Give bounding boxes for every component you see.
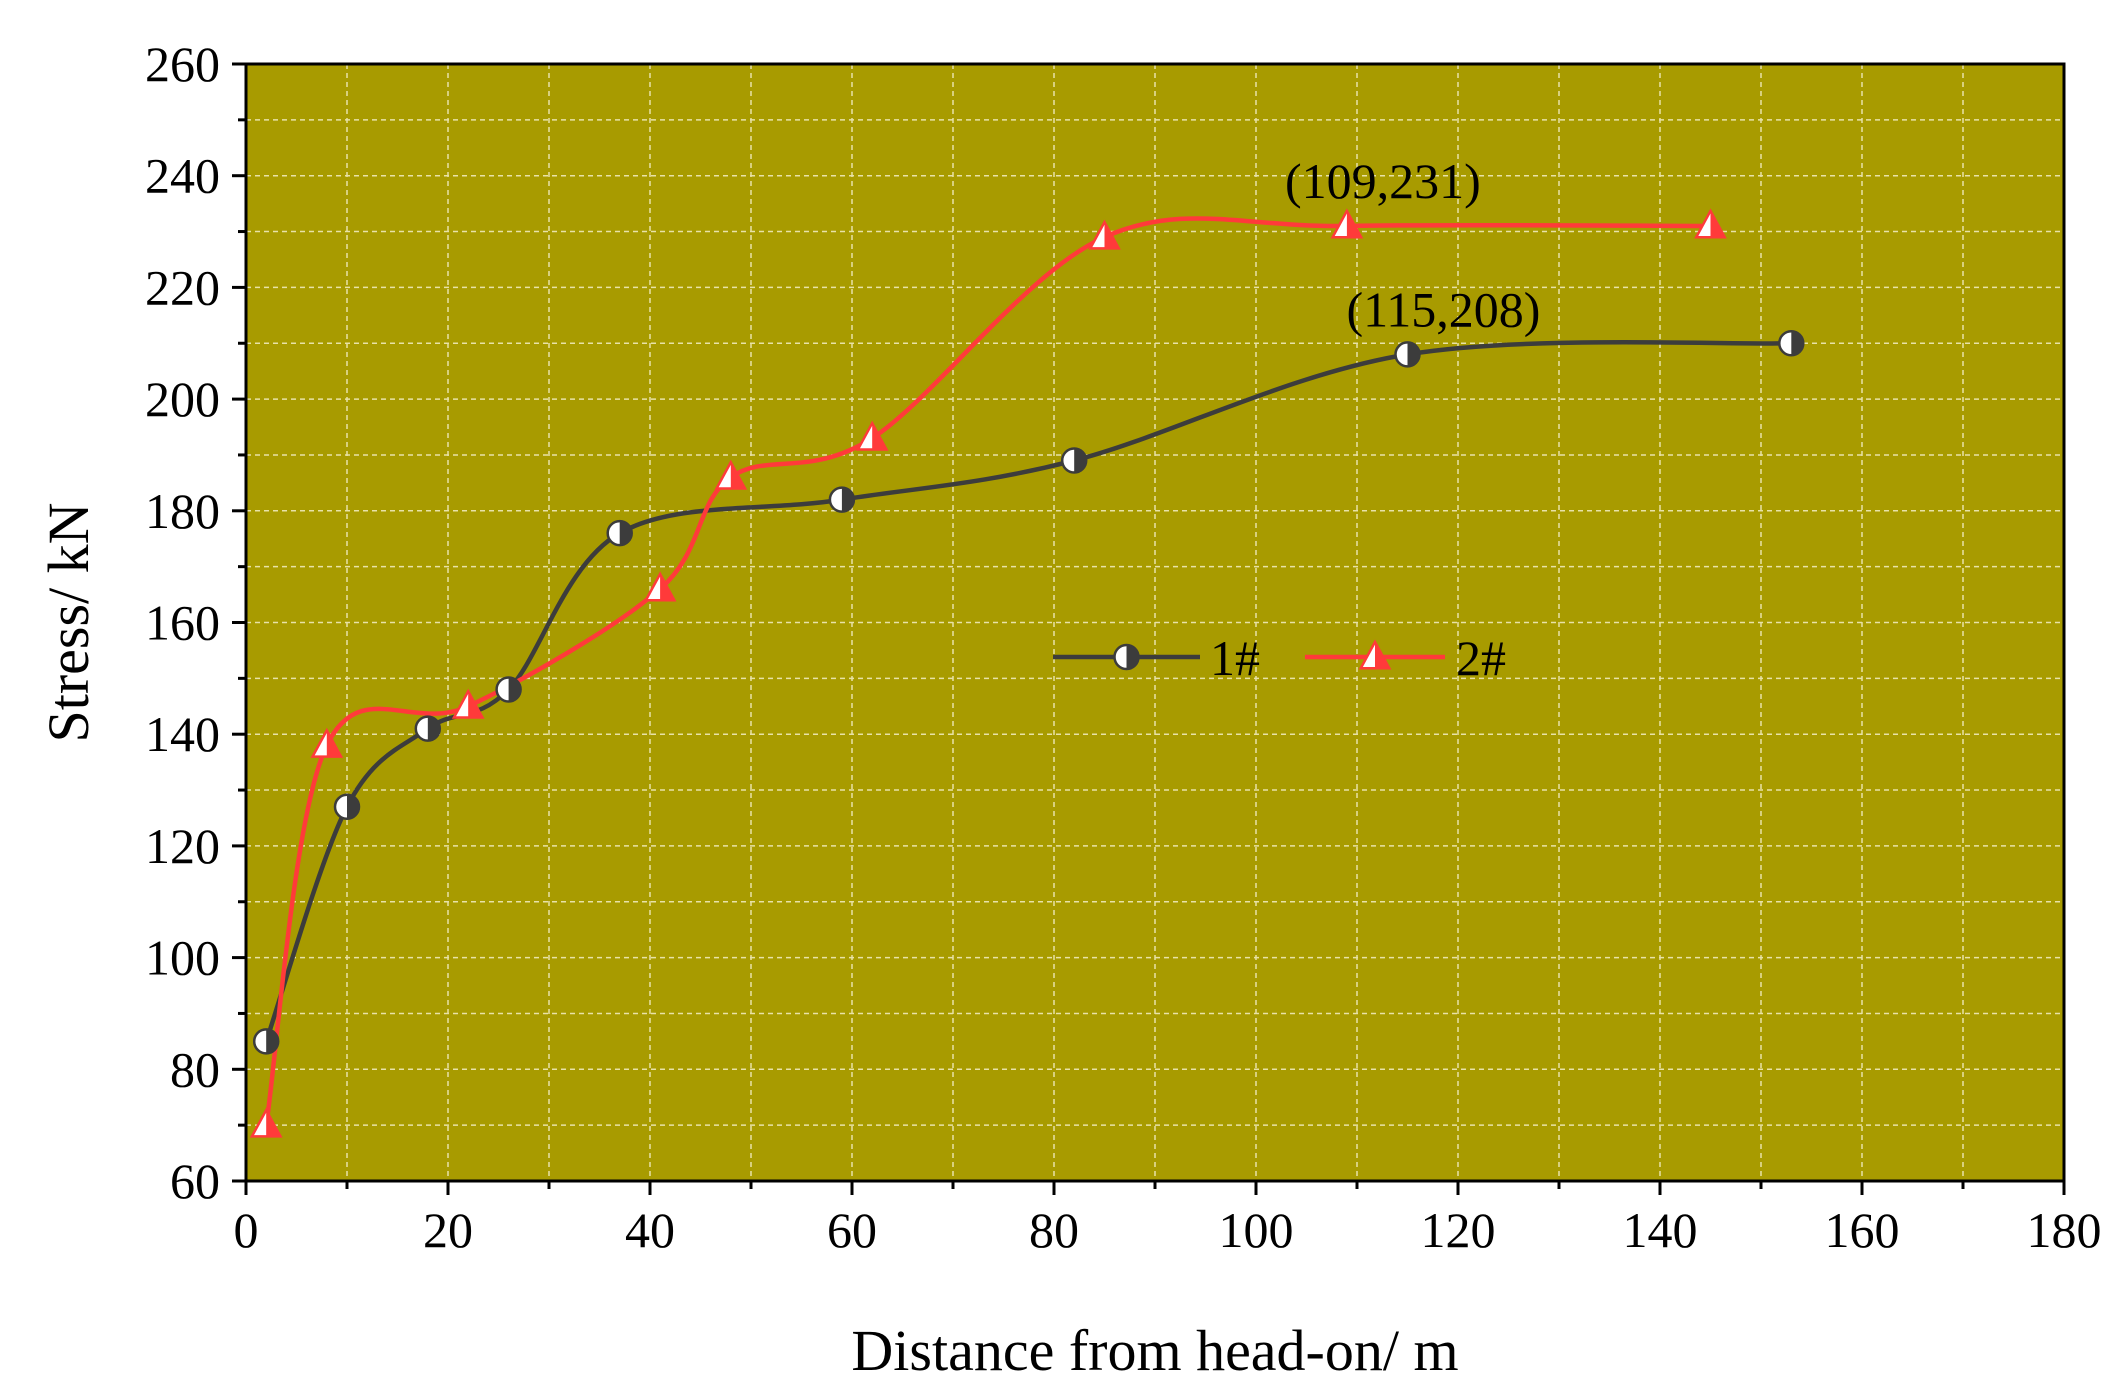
marker-fill bbox=[1346, 210, 1362, 238]
marker-fill bbox=[730, 462, 746, 489]
marker-fill bbox=[468, 691, 483, 718]
x-tick-label: 100 bbox=[1219, 1202, 1294, 1258]
data-point-series-2 bbox=[714, 459, 748, 490]
x-tick-label: 140 bbox=[1623, 1202, 1698, 1258]
data-point-series-1 bbox=[1778, 330, 1805, 357]
legend-marker-1 bbox=[1113, 643, 1140, 671]
x-axis-title: Distance from head-on/ m bbox=[851, 1318, 1458, 1383]
y-tick-label: 220 bbox=[145, 259, 220, 315]
marker-fill bbox=[1104, 222, 1119, 249]
data-point-series-1 bbox=[1394, 341, 1421, 368]
marker-fill bbox=[841, 487, 854, 512]
data-point-series-1 bbox=[1060, 447, 1088, 474]
marker-fill bbox=[1375, 642, 1390, 669]
y-tick-label: 60 bbox=[170, 1153, 220, 1209]
x-tick-label: 80 bbox=[1029, 1202, 1079, 1258]
marker-fill bbox=[266, 1110, 281, 1137]
x-tick-label: 120 bbox=[1421, 1202, 1496, 1258]
legend-label-1: 1# bbox=[1210, 630, 1260, 686]
x-tick-label: 180 bbox=[2027, 1202, 2102, 1258]
axis-ticks: 0 20 40 60 80 100 120 140 160 180 60 80 100 120 140 160… bbox=[145, 36, 2102, 1258]
marker-fill bbox=[266, 1029, 279, 1054]
data-point-series-2 bbox=[1330, 208, 1364, 239]
data-point-series-2 bbox=[855, 420, 889, 451]
x-tick-label: 20 bbox=[423, 1202, 473, 1258]
data-point-series-1 bbox=[252, 1028, 280, 1055]
marker-fill bbox=[619, 521, 632, 546]
annotations: (109,231) (115,208) bbox=[1285, 153, 1540, 337]
y-tick-label: 100 bbox=[145, 930, 220, 986]
series-markers bbox=[249, 208, 1805, 1138]
y-tick-label: 140 bbox=[145, 706, 220, 762]
data-point-series-2 bbox=[249, 1107, 283, 1138]
y-tick-label: 200 bbox=[145, 371, 220, 427]
x-tick-label: 40 bbox=[625, 1202, 675, 1258]
marker-fill bbox=[1407, 342, 1420, 367]
y-tick-label: 80 bbox=[170, 1041, 220, 1097]
marker-fill bbox=[1791, 331, 1804, 356]
data-point-series-1 bbox=[414, 715, 442, 742]
marker-fill bbox=[1074, 448, 1087, 473]
marker-fill bbox=[347, 794, 359, 819]
annotation-label: (115,208) bbox=[1347, 281, 1541, 337]
data-point-series-1 bbox=[495, 676, 522, 703]
x-tick-label: 0 bbox=[234, 1202, 259, 1258]
marker-fill bbox=[1710, 210, 1725, 238]
data-point-series-2 bbox=[451, 688, 485, 719]
grid-lines bbox=[246, 64, 2064, 1181]
data-point-series-1 bbox=[606, 519, 633, 547]
data-point-series-2 bbox=[1694, 208, 1727, 239]
marker-fill bbox=[660, 573, 675, 601]
marker-fill bbox=[508, 677, 521, 702]
y-tick-label: 240 bbox=[145, 148, 220, 204]
data-point-series-1 bbox=[828, 486, 856, 513]
x-tick-label: 160 bbox=[1825, 1202, 1900, 1258]
legend-marker-2 bbox=[1358, 639, 1392, 670]
data-point-series-2 bbox=[310, 727, 344, 758]
legend-label-2: 2# bbox=[1456, 630, 1506, 686]
y-tick-label: 260 bbox=[145, 36, 220, 92]
x-tick-label: 60 bbox=[827, 1202, 877, 1258]
marker-fill bbox=[326, 730, 342, 757]
data-point-series-2 bbox=[643, 571, 677, 602]
legend: 1# 2# bbox=[1053, 630, 1506, 686]
marker-fill bbox=[872, 423, 887, 450]
y-tick-label: 160 bbox=[145, 595, 220, 651]
annotation-label: (109,231) bbox=[1285, 153, 1481, 209]
data-point-series-1 bbox=[333, 793, 361, 821]
marker-fill bbox=[427, 716, 440, 741]
y-tick-label: 180 bbox=[145, 483, 220, 539]
data-point-series-2 bbox=[1088, 219, 1121, 250]
marker-fill bbox=[1126, 645, 1139, 669]
y-tick-label: 120 bbox=[145, 818, 220, 874]
y-axis-title: Stress/ kN bbox=[36, 502, 101, 742]
